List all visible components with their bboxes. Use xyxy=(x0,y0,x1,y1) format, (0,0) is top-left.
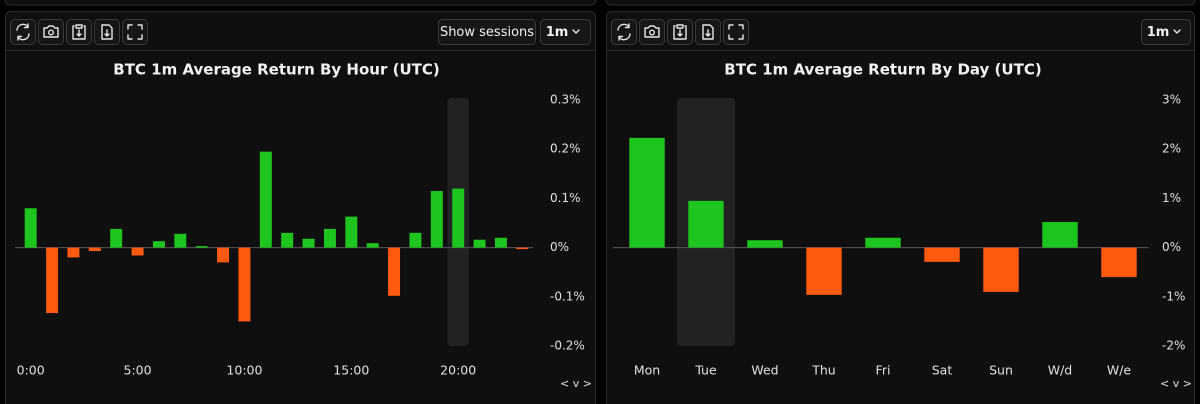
y-tick-label: 0.2% xyxy=(550,142,581,156)
x-tick-label: Wed xyxy=(751,363,778,378)
x-tick-label: 5:00 xyxy=(124,363,152,378)
toolbar-right: 1m xyxy=(611,19,1191,45)
y-tick-label: -1% xyxy=(1162,289,1185,303)
bar xyxy=(195,246,208,248)
bar xyxy=(131,247,144,256)
bar xyxy=(924,247,960,262)
bar xyxy=(983,247,1019,292)
download-button[interactable] xyxy=(695,19,721,45)
bar xyxy=(67,247,80,258)
screenshot-button[interactable] xyxy=(38,19,64,45)
bar xyxy=(1101,247,1137,278)
refresh-button[interactable] xyxy=(611,19,637,45)
x-tick-label: Thu xyxy=(811,363,835,378)
bar xyxy=(217,247,230,263)
panel-above xyxy=(4,0,597,6)
screenshot-button[interactable] xyxy=(639,19,665,45)
axis-nav[interactable]: < v > xyxy=(560,377,592,390)
x-tick-label: W/d xyxy=(1048,363,1073,378)
bar xyxy=(806,247,842,295)
bar xyxy=(629,137,665,248)
toolbar-left: Show sessions 1m xyxy=(10,19,591,45)
y-tick-label: 1% xyxy=(1162,191,1181,205)
y-tick-label: 0.3% xyxy=(550,93,581,107)
y-tick-label: 0% xyxy=(550,240,569,254)
y-tick-label: -0.2% xyxy=(550,339,585,353)
chart-title: BTC 1m Average Return By Hour (UTC) xyxy=(113,61,439,79)
copy-button[interactable] xyxy=(66,19,92,45)
x-tick-label: 15:00 xyxy=(333,363,369,378)
bar xyxy=(345,216,358,248)
bar xyxy=(473,239,486,248)
bar xyxy=(516,247,529,250)
interval-dropdown[interactable]: 1m xyxy=(1141,19,1191,45)
x-tick-label: 10:00 xyxy=(226,363,262,378)
y-tick-label: 3% xyxy=(1162,93,1181,107)
x-tick-label: Tue xyxy=(694,363,717,378)
copy-button[interactable] xyxy=(667,19,693,45)
bar xyxy=(409,232,422,248)
bar xyxy=(110,228,123,248)
bar xyxy=(688,200,724,248)
bar xyxy=(152,241,165,248)
bar xyxy=(259,151,272,248)
dropdown-label: 1m xyxy=(546,25,569,40)
bar xyxy=(46,247,59,314)
download-button[interactable] xyxy=(94,19,120,45)
panel xyxy=(606,11,1195,404)
y-tick-label: 2% xyxy=(1162,142,1181,156)
panel-above xyxy=(605,0,1196,6)
button-label: Show sessions xyxy=(440,25,534,40)
bar xyxy=(174,233,187,248)
x-tick-label: W/e xyxy=(1107,363,1132,378)
show-sessions-button[interactable]: Show sessions xyxy=(438,19,536,45)
axis-nav[interactable]: < v > xyxy=(1160,377,1192,390)
y-tick-label: 0.1% xyxy=(550,191,581,205)
bar xyxy=(366,243,379,248)
bar xyxy=(1042,222,1078,248)
bar xyxy=(302,238,315,248)
bar xyxy=(281,232,294,248)
dropdown-label: 1m xyxy=(1147,25,1170,40)
x-tick-label: 0:00 xyxy=(17,363,45,378)
bar xyxy=(494,237,507,248)
x-tick-label: Fri xyxy=(876,363,891,378)
interval-dropdown[interactable]: 1m xyxy=(540,19,591,45)
refresh-button[interactable] xyxy=(10,19,36,45)
bar xyxy=(747,240,783,248)
bar xyxy=(88,247,101,252)
bar xyxy=(452,188,465,248)
y-tick-label: -0.1% xyxy=(550,289,585,303)
x-tick-label: Sun xyxy=(989,363,1013,378)
x-tick-label: Sat xyxy=(932,363,953,378)
x-tick-label: Mon xyxy=(634,363,660,378)
y-tick-label: -2% xyxy=(1162,339,1185,353)
bar xyxy=(24,208,37,248)
chart-title: BTC 1m Average Return By Day (UTC) xyxy=(724,61,1041,79)
y-tick-label: 0% xyxy=(1162,240,1181,254)
fullscreen-button[interactable] xyxy=(122,19,148,45)
bar xyxy=(388,247,401,296)
bar xyxy=(323,228,336,248)
bar xyxy=(430,191,443,248)
bar xyxy=(865,237,901,248)
fullscreen-button[interactable] xyxy=(723,19,749,45)
x-tick-label: 20:00 xyxy=(440,363,476,378)
bar xyxy=(238,247,251,322)
